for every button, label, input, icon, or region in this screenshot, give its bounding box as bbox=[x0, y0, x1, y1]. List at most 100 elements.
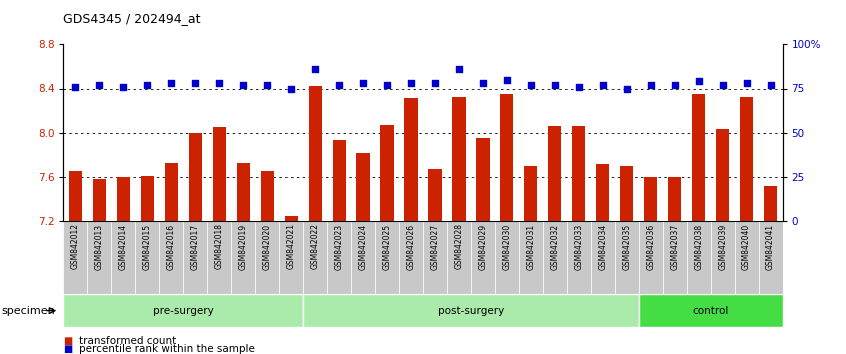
Bar bbox=[327, 221, 351, 294]
Point bbox=[476, 80, 490, 86]
Point bbox=[692, 79, 706, 84]
Bar bbox=[93, 179, 106, 221]
Bar bbox=[662, 221, 687, 294]
Text: GSM842027: GSM842027 bbox=[431, 223, 439, 269]
Bar bbox=[117, 177, 130, 221]
Bar bbox=[620, 166, 634, 221]
Point bbox=[500, 77, 514, 82]
Bar bbox=[87, 221, 112, 294]
Point bbox=[572, 84, 585, 90]
Text: GSM842026: GSM842026 bbox=[407, 223, 415, 269]
Bar bbox=[69, 171, 82, 221]
Text: ■: ■ bbox=[63, 336, 73, 346]
Text: GSM842032: GSM842032 bbox=[551, 223, 559, 269]
Text: GSM842030: GSM842030 bbox=[503, 223, 511, 270]
Point bbox=[189, 80, 202, 86]
Text: GSM842033: GSM842033 bbox=[574, 223, 583, 270]
Point bbox=[117, 84, 130, 90]
Text: GSM842018: GSM842018 bbox=[215, 223, 223, 269]
Text: GSM842040: GSM842040 bbox=[742, 223, 751, 270]
Point bbox=[716, 82, 729, 88]
Text: GSM842021: GSM842021 bbox=[287, 223, 295, 269]
Bar bbox=[734, 221, 759, 294]
Bar bbox=[471, 221, 495, 294]
Point bbox=[69, 84, 82, 90]
Bar bbox=[189, 133, 202, 221]
Point bbox=[764, 82, 777, 88]
Bar bbox=[716, 130, 729, 221]
Bar bbox=[184, 221, 207, 294]
Bar bbox=[423, 221, 447, 294]
Bar bbox=[140, 176, 154, 221]
Point bbox=[92, 82, 106, 88]
Text: GSM842024: GSM842024 bbox=[359, 223, 367, 269]
Text: GSM842012: GSM842012 bbox=[71, 223, 80, 269]
Point bbox=[739, 80, 753, 86]
Bar bbox=[759, 221, 783, 294]
Point bbox=[644, 82, 657, 88]
Bar bbox=[404, 98, 418, 221]
Text: GSM842014: GSM842014 bbox=[119, 223, 128, 269]
Bar bbox=[303, 221, 327, 294]
Bar bbox=[692, 94, 706, 221]
Text: GSM842017: GSM842017 bbox=[191, 223, 200, 269]
Bar bbox=[207, 221, 231, 294]
Bar bbox=[165, 162, 178, 221]
Text: GSM842022: GSM842022 bbox=[310, 223, 320, 269]
Text: control: control bbox=[693, 306, 728, 316]
Bar bbox=[453, 97, 465, 221]
Point bbox=[261, 82, 274, 88]
Bar bbox=[237, 162, 250, 221]
Bar bbox=[519, 221, 543, 294]
Text: GSM842041: GSM842041 bbox=[766, 223, 775, 269]
Point bbox=[596, 82, 609, 88]
Bar bbox=[332, 141, 346, 221]
Text: post-surgery: post-surgery bbox=[438, 306, 504, 316]
Bar bbox=[112, 221, 135, 294]
Bar bbox=[303, 294, 639, 327]
Bar bbox=[639, 294, 783, 327]
Bar bbox=[255, 221, 279, 294]
Text: GSM842023: GSM842023 bbox=[335, 223, 343, 269]
Text: GSM842015: GSM842015 bbox=[143, 223, 151, 269]
Bar bbox=[309, 86, 321, 221]
Bar bbox=[428, 169, 442, 221]
Point bbox=[308, 66, 321, 72]
Point bbox=[284, 86, 298, 91]
Bar bbox=[261, 171, 274, 221]
Bar bbox=[447, 221, 471, 294]
Point bbox=[404, 80, 418, 86]
Text: GDS4345 / 202494_at: GDS4345 / 202494_at bbox=[63, 12, 201, 25]
Text: GSM842025: GSM842025 bbox=[382, 223, 392, 269]
Text: GSM842038: GSM842038 bbox=[695, 223, 703, 269]
Bar bbox=[63, 221, 87, 294]
Text: GSM842029: GSM842029 bbox=[479, 223, 487, 269]
Text: GSM842013: GSM842013 bbox=[95, 223, 104, 269]
Bar bbox=[159, 221, 184, 294]
Point bbox=[428, 80, 442, 86]
Point bbox=[452, 66, 465, 72]
Bar bbox=[375, 221, 399, 294]
Bar bbox=[639, 221, 662, 294]
Point bbox=[620, 86, 634, 91]
Text: transformed count: transformed count bbox=[79, 336, 176, 346]
Point bbox=[356, 80, 370, 86]
Point bbox=[332, 82, 346, 88]
Bar bbox=[135, 221, 159, 294]
Bar bbox=[644, 177, 657, 221]
Text: GSM842019: GSM842019 bbox=[239, 223, 248, 269]
Bar bbox=[543, 221, 567, 294]
Bar bbox=[356, 153, 370, 221]
Bar bbox=[525, 166, 537, 221]
Point bbox=[236, 82, 250, 88]
Text: GSM842034: GSM842034 bbox=[598, 223, 607, 270]
Bar bbox=[231, 221, 255, 294]
Text: GSM842037: GSM842037 bbox=[670, 223, 679, 270]
Bar bbox=[500, 94, 514, 221]
Text: ■: ■ bbox=[63, 344, 73, 354]
Point bbox=[380, 82, 393, 88]
Bar bbox=[548, 126, 562, 221]
Point bbox=[164, 80, 178, 86]
Text: GSM842035: GSM842035 bbox=[623, 223, 631, 270]
Bar bbox=[687, 221, 711, 294]
